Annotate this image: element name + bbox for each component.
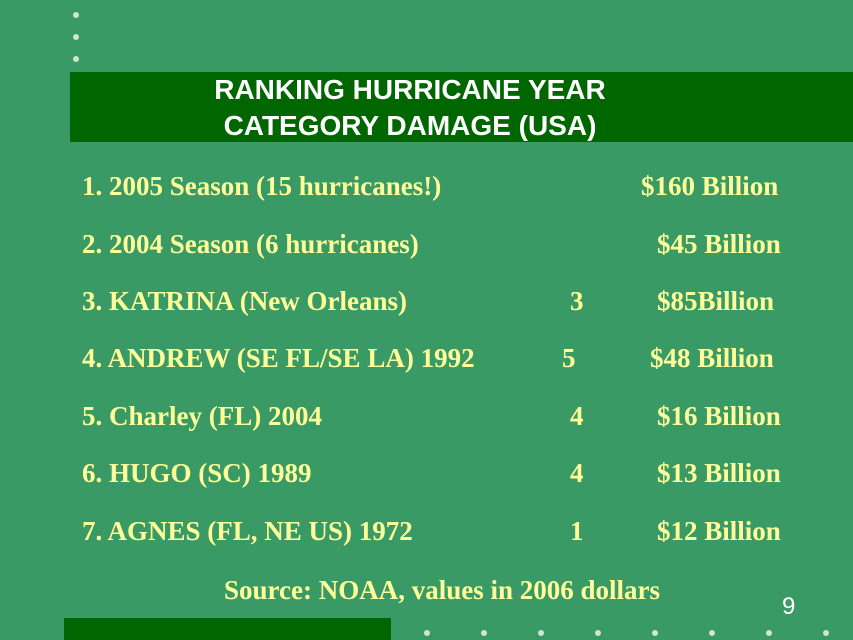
slide-title: RANKING HURRICANE YEAR CATEGORY DAMAGE (… <box>70 72 750 144</box>
hurricane-name: 6. HUGO (SC) 1989 <box>82 458 312 488</box>
title-line-1: RANKING HURRICANE YEAR <box>214 74 606 105</box>
hurricane-damage: $48 Billion <box>650 343 774 373</box>
hurricane-damage: $13 Billion <box>657 458 781 488</box>
page-number: 9 <box>782 593 796 620</box>
hurricane-damage: $85Billion <box>657 286 775 316</box>
title-bar <box>70 72 853 142</box>
hurricane-category: 4 <box>570 401 584 431</box>
hurricane-name: 2. 2004 Season (6 hurricanes) <box>82 229 419 259</box>
source-note: Source: NOAA, values in 2006 dollars <box>223 575 661 605</box>
hurricane-category: 1 <box>570 516 584 546</box>
footer-bar <box>64 618 391 640</box>
hurricane-name: 1. 2005 Season (15 hurricanes!) <box>82 171 442 201</box>
hurricane-name: 3. KATRINA (New Orleans) <box>82 286 407 316</box>
hurricane-name: 4. ANDREW (SE FL/SE LA) 1992 <box>82 343 475 373</box>
hurricane-damage: $12 Billion <box>657 516 781 546</box>
hurricane-damage: $45 Billion <box>657 229 781 259</box>
hurricane-damage: $160 Billion <box>641 171 779 201</box>
decorative-dots-bottom <box>400 628 853 638</box>
decorative-dots-top <box>73 8 85 68</box>
hurricane-category: 3 <box>570 286 584 316</box>
hurricane-name: 5. Charley (FL) 2004 <box>82 401 322 431</box>
title-line-2: CATEGORY DAMAGE (USA) <box>223 110 597 141</box>
hurricane-category: 5 <box>562 343 576 373</box>
hurricane-damage: $16 Billion <box>657 401 781 431</box>
hurricane-name: 7. AGNES (FL, NE US) 1972 <box>82 516 413 546</box>
hurricane-category: 4 <box>570 458 584 488</box>
